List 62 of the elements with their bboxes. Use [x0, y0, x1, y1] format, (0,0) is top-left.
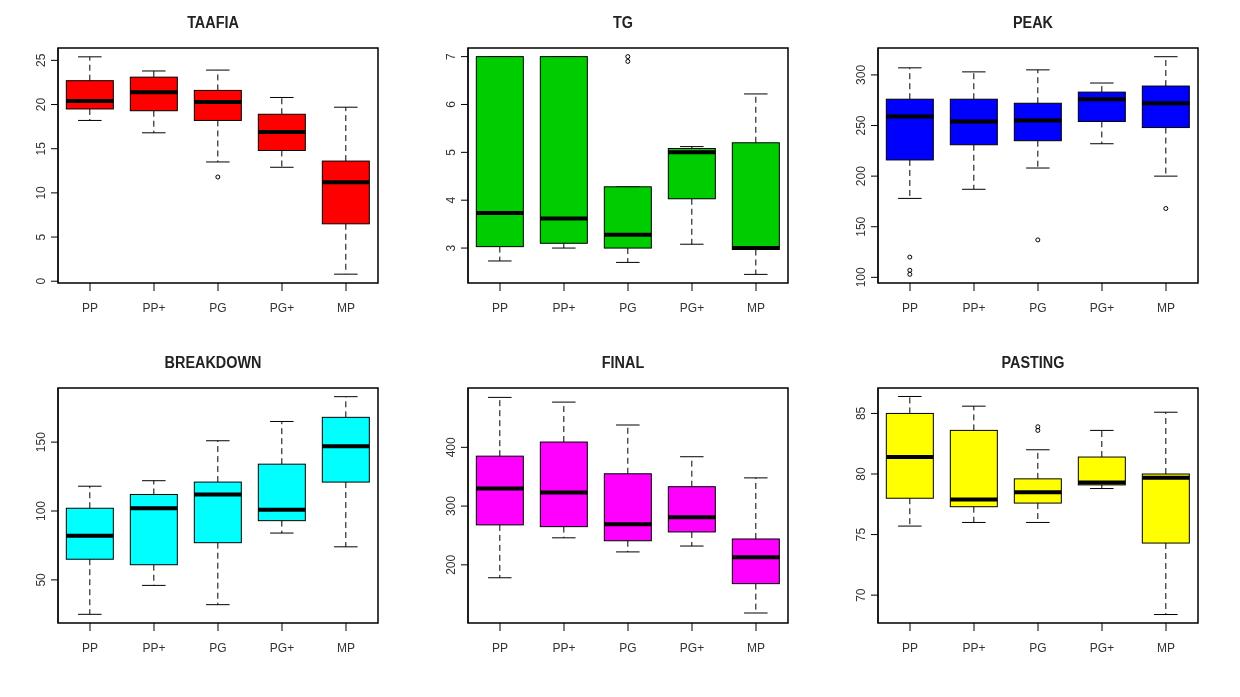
y-tick-label: 80 — [854, 467, 868, 481]
x-tick-label: PG — [1029, 640, 1047, 655]
x-tick-label: PP — [491, 640, 509, 655]
y-tick-label: 5 — [444, 148, 458, 156]
x-tick-label: PP+ — [142, 640, 166, 655]
x-tick-label: PP — [81, 300, 99, 315]
y-tick-label: 150 — [854, 216, 868, 237]
chart-title: TAAFIA — [186, 13, 240, 33]
x-tick-label: PG+ — [679, 300, 705, 315]
y-tick-label: 300 — [854, 64, 868, 85]
x-tick-label: PG — [619, 640, 637, 655]
y-tick-label: 4 — [444, 196, 458, 204]
x-tick-label: PG — [209, 640, 227, 655]
x-tick-label: MP — [747, 300, 765, 315]
y-tick-label: 25 — [34, 53, 48, 68]
x-tick-label: PG+ — [1089, 300, 1115, 315]
y-tick-label: 200 — [444, 554, 458, 575]
x-tick-label: MP — [1157, 640, 1175, 655]
y-tick-label: 100 — [854, 267, 868, 288]
y-tick-label: 7 — [444, 52, 458, 60]
x-tick-label: PP+ — [962, 300, 986, 315]
y-tick-label: 250 — [854, 115, 868, 136]
x-tick-label: PP+ — [142, 300, 166, 315]
x-tick-label: PG+ — [1089, 640, 1115, 655]
y-tick-label: 10 — [34, 185, 48, 200]
chart-title: BREAKDOWN — [163, 353, 263, 373]
y-tick-label: 400 — [444, 437, 458, 458]
chart-title: FINAL — [600, 353, 646, 373]
y-tick-label: 85 — [854, 406, 868, 421]
chart-title: PEAK — [1012, 13, 1054, 33]
chart-title: TG — [612, 13, 634, 33]
x-tick-label: PG — [1029, 300, 1047, 315]
x-tick-label: MP — [1157, 300, 1175, 315]
chart-title: PASTING — [1000, 353, 1066, 373]
y-tick-label: 100 — [34, 500, 48, 522]
x-tick-label: PP+ — [962, 640, 986, 655]
y-tick-label: 300 — [444, 495, 458, 517]
x-tick-label: PP+ — [552, 300, 576, 315]
x-tick-label: MP — [337, 640, 355, 655]
x-tick-label: PG+ — [269, 640, 295, 655]
y-tick-label: 20 — [34, 97, 48, 112]
x-tick-label: PP — [901, 640, 919, 655]
x-tick-label: PG — [619, 300, 637, 315]
x-tick-label: PP — [491, 300, 509, 315]
x-tick-label: MP — [337, 300, 355, 315]
y-tick-label: 200 — [854, 165, 868, 187]
x-tick-label: MP — [747, 640, 765, 655]
x-tick-label: PG+ — [269, 300, 295, 315]
y-tick-label: 6 — [444, 100, 458, 108]
y-tick-label: 3 — [444, 244, 458, 252]
y-tick-label: 75 — [854, 527, 868, 542]
y-tick-label: 150 — [34, 431, 48, 453]
x-tick-label: PP — [81, 640, 99, 655]
y-tick-label: 50 — [34, 572, 48, 587]
y-tick-label: 70 — [854, 588, 868, 602]
y-tick-label: 15 — [34, 141, 48, 156]
x-tick-label: PP — [901, 300, 919, 315]
x-tick-label: PG+ — [679, 640, 705, 655]
x-tick-label: PP+ — [552, 640, 576, 655]
x-tick-label: PG — [209, 300, 227, 315]
y-tick-label: 5 — [34, 233, 48, 241]
y-tick-label: 0 — [34, 277, 48, 285]
